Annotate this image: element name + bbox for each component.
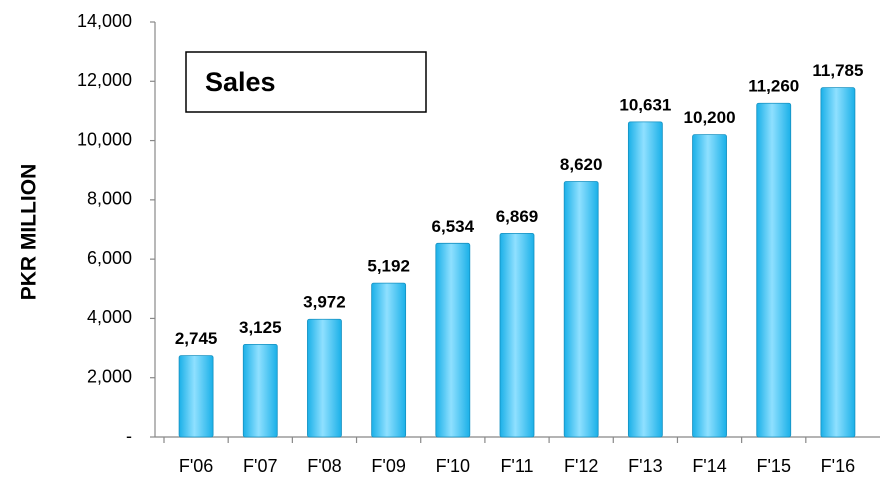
x-tick-label: F'15: [757, 456, 791, 476]
value-label: 11,785: [812, 61, 863, 80]
value-label: 10,631: [619, 95, 671, 114]
bar: [307, 318, 342, 438]
x-tick-label: F'10: [436, 456, 470, 476]
y-tick-label: 4,000: [87, 307, 132, 327]
x-tick-label: F'06: [179, 456, 213, 476]
y-tick-label: 2,000: [87, 366, 132, 386]
value-label: 8,620: [560, 155, 603, 174]
x-tick-label: F'07: [243, 456, 277, 476]
y-tick-label: 8,000: [87, 189, 132, 209]
bar: [435, 242, 471, 438]
value-label: 2,745: [175, 329, 218, 348]
x-tick-label: F'14: [692, 456, 726, 476]
bar: [371, 282, 407, 438]
x-tick-label: F'09: [371, 456, 405, 476]
bar: [692, 134, 727, 438]
y-axis-title: PKR MILLION: [18, 164, 41, 301]
y-tick-label: 14,000: [77, 11, 132, 31]
x-tick-label: F'11: [500, 456, 533, 476]
value-label: 6,534: [432, 217, 475, 236]
value-label: 11,260: [748, 77, 799, 96]
value-label: 10,200: [684, 108, 736, 127]
y-tick-label: 12,000: [77, 70, 132, 90]
value-label: 6,869: [496, 207, 539, 226]
y-tick-label: 10,000: [77, 129, 132, 149]
chart-title: Sales: [205, 67, 276, 97]
y-tick-label: 6,000: [87, 248, 132, 268]
bar: [627, 121, 663, 438]
x-tick-label: F'13: [628, 456, 662, 476]
bar: [499, 232, 535, 438]
bar: [563, 181, 599, 438]
value-label: 3,972: [303, 293, 346, 312]
title-box: [185, 51, 427, 113]
value-label: 5,192: [367, 257, 410, 276]
bar: [820, 87, 856, 438]
value-label: 3,125: [239, 318, 282, 337]
y-tick-label: -: [126, 426, 132, 446]
x-tick-label: F'08: [307, 456, 341, 476]
x-tick-label: F'16: [821, 456, 855, 476]
bar: [756, 102, 792, 438]
bar: [242, 343, 278, 438]
x-tick-label: F'12: [564, 456, 598, 476]
bar: [178, 355, 214, 438]
